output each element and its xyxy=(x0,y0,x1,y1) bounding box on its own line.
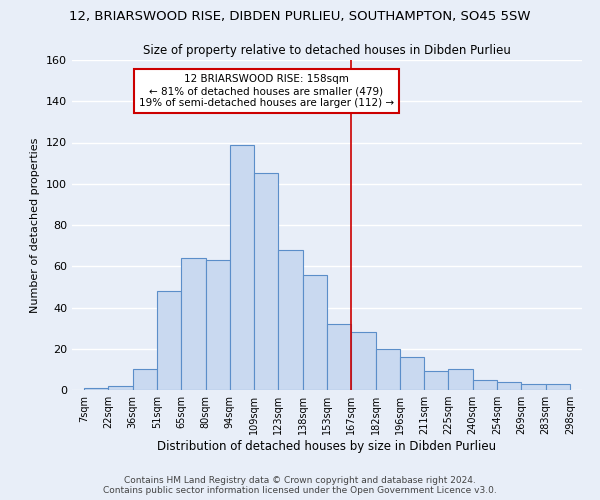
Text: Contains HM Land Registry data © Crown copyright and database right 2024.
Contai: Contains HM Land Registry data © Crown c… xyxy=(103,476,497,495)
Bar xyxy=(424,372,448,390)
Bar xyxy=(109,386,133,390)
Bar xyxy=(473,380,497,390)
Bar xyxy=(84,388,109,390)
X-axis label: Distribution of detached houses by size in Dibden Purlieu: Distribution of detached houses by size … xyxy=(157,440,497,453)
Bar xyxy=(327,324,351,390)
Bar xyxy=(351,332,376,390)
Bar xyxy=(521,384,545,390)
Bar xyxy=(278,250,303,390)
Bar xyxy=(448,370,473,390)
Bar xyxy=(400,357,424,390)
Bar xyxy=(303,274,327,390)
Bar xyxy=(254,174,278,390)
Bar xyxy=(376,349,400,390)
Bar xyxy=(545,384,570,390)
Bar xyxy=(157,291,181,390)
Bar xyxy=(133,370,157,390)
Text: 12 BRIARSWOOD RISE: 158sqm
← 81% of detached houses are smaller (479)
19% of sem: 12 BRIARSWOOD RISE: 158sqm ← 81% of deta… xyxy=(139,74,394,108)
Title: Size of property relative to detached houses in Dibden Purlieu: Size of property relative to detached ho… xyxy=(143,44,511,58)
Bar xyxy=(230,144,254,390)
Bar xyxy=(206,260,230,390)
Y-axis label: Number of detached properties: Number of detached properties xyxy=(31,138,40,312)
Text: 12, BRIARSWOOD RISE, DIBDEN PURLIEU, SOUTHAMPTON, SO45 5SW: 12, BRIARSWOOD RISE, DIBDEN PURLIEU, SOU… xyxy=(69,10,531,23)
Bar xyxy=(497,382,521,390)
Bar xyxy=(181,258,206,390)
